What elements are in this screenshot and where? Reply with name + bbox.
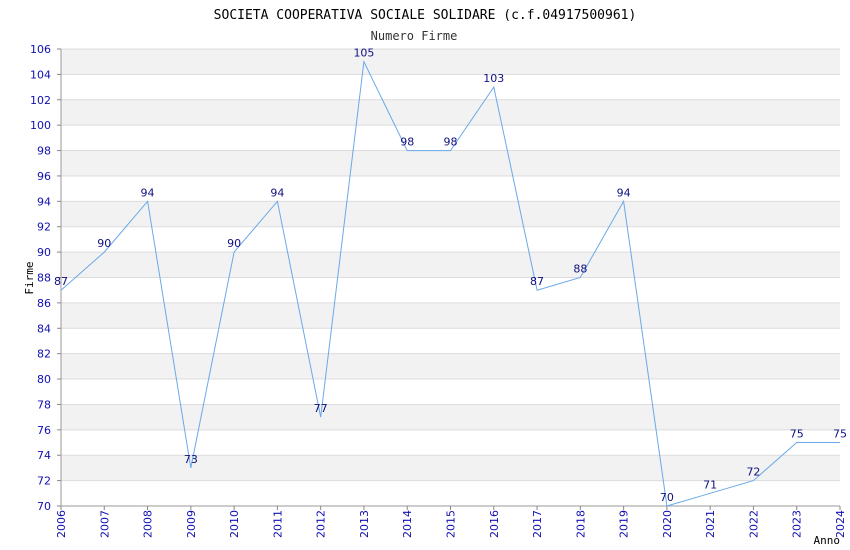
y-tick-label: 74 — [37, 449, 51, 462]
y-tick-label: 96 — [37, 170, 51, 183]
y-tick-label: 92 — [37, 221, 51, 234]
y-tick-label: 70 — [37, 500, 51, 513]
grid-band — [61, 201, 840, 227]
background-bands — [61, 49, 840, 481]
x-tick-label: 2018 — [574, 510, 587, 538]
x-tick-label: 2022 — [747, 510, 760, 538]
data-label: 94 — [270, 186, 284, 199]
grid-band — [61, 353, 840, 380]
data-label: 90 — [227, 237, 241, 250]
data-label: 88 — [573, 263, 587, 276]
y-tick-label: 86 — [37, 297, 51, 310]
y-tick-label: 78 — [37, 398, 51, 411]
grid-band — [61, 302, 840, 329]
grid-band — [61, 404, 840, 430]
x-tick-label: 2013 — [358, 510, 371, 538]
x-tick-label: 2006 — [55, 510, 68, 538]
y-tick-label: 82 — [37, 348, 51, 361]
data-label: 73 — [184, 453, 198, 466]
data-label: 98 — [400, 136, 414, 149]
grid-band — [61, 455, 840, 481]
data-label: 105 — [353, 47, 374, 60]
y-tick-label: 88 — [37, 272, 51, 285]
data-label: 72 — [746, 466, 760, 479]
data-label: 71 — [703, 478, 717, 491]
grid-band — [61, 49, 840, 75]
x-tick-label: 2015 — [445, 510, 458, 538]
y-tick-label: 106 — [30, 43, 51, 56]
data-label: 90 — [97, 237, 111, 250]
x-tick-label: 2014 — [401, 510, 414, 538]
data-label: 70 — [660, 491, 674, 504]
x-tick-label: 2020 — [661, 510, 674, 538]
grid-band — [61, 252, 840, 278]
x-axis-label: Anno — [814, 534, 841, 547]
series — [60, 59, 840, 507]
grid-band — [61, 150, 840, 176]
data-label: 94 — [141, 186, 155, 199]
data-label: 103 — [483, 72, 504, 85]
x-tick-label: 2021 — [704, 510, 717, 538]
y-axis-ticks: 70 72 74 76 78 80 82 84 86 88 90 92 94 96 98 100 102 104 1… — [30, 43, 61, 513]
data-label: 75 — [790, 428, 804, 441]
x-tick-label: 2023 — [791, 510, 804, 538]
x-tick-label: 2009 — [185, 510, 198, 538]
x-tick-label: 2007 — [98, 510, 111, 538]
data-label: 87 — [530, 275, 544, 288]
x-tick-label: 2010 — [228, 510, 241, 538]
data-label: 77 — [314, 402, 328, 415]
y-tick-label: 84 — [37, 322, 51, 335]
chart-subtitle: Numero Firme — [371, 29, 458, 43]
data-label: 98 — [444, 136, 458, 149]
x-tick-label: 2012 — [315, 510, 328, 538]
x-tick-label: 2024 — [834, 510, 847, 538]
y-tick-label: 94 — [37, 195, 51, 208]
y-tick-label: 80 — [37, 373, 51, 386]
y-tick-label: 76 — [37, 424, 51, 437]
y-tick-label: 90 — [37, 246, 51, 259]
y-tick-label: 98 — [37, 145, 51, 158]
y-tick-label: 104 — [30, 68, 51, 81]
chart-title: SOCIETA COOPERATIVA SOCIALE SOLIDARE (c.… — [214, 8, 637, 23]
x-tick-label: 2008 — [142, 510, 155, 538]
grid-lines — [61, 48, 840, 507]
data-label: 75 — [833, 428, 847, 441]
x-tick-label: 2017 — [531, 510, 544, 538]
data-label: 94 — [617, 186, 631, 199]
x-axis-ticks: 2006 2007 2008 2009 2010 2011 2012 2013 2014 2015… — [55, 506, 847, 538]
y-tick-label: 100 — [30, 119, 51, 132]
data-label: 87 — [54, 275, 68, 288]
y-axis-label: Firme — [23, 261, 36, 294]
x-tick-label: 2019 — [618, 510, 631, 538]
y-tick-label: 72 — [37, 475, 51, 488]
series-line — [60, 59, 840, 507]
x-tick-label: 2016 — [488, 510, 501, 538]
data-labels: 87 90 94 73 90 94 77 105 98 98 103 87 88 94 70 71 72 75 75 — [54, 47, 847, 504]
grid-band — [61, 99, 840, 126]
y-tick-label: 102 — [30, 94, 51, 107]
x-tick-label: 2011 — [271, 510, 284, 538]
